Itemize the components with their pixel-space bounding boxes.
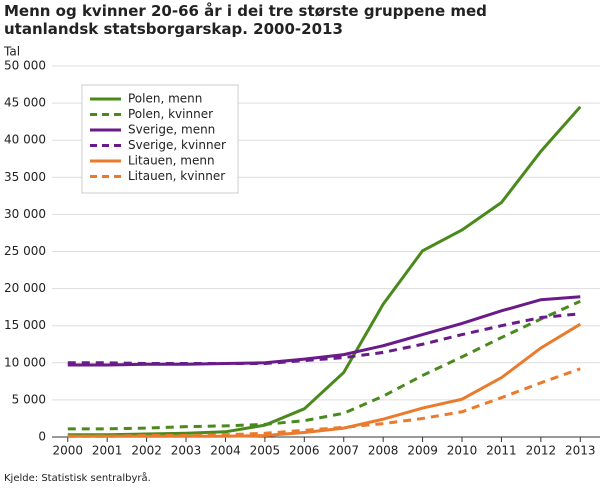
y-tick-label: 0 [38, 430, 46, 444]
x-tick-label: 2008 [368, 444, 399, 458]
chart-title: Menn og kvinner 20-66 år i dei tre størs… [4, 2, 487, 38]
series-line [67, 322, 582, 438]
y-tick-label: 40 000 [4, 133, 46, 147]
x-tick-label: 2002 [131, 444, 162, 458]
series-line [67, 105, 582, 437]
y-tick-label: 25 000 [4, 244, 46, 258]
series-line [67, 299, 581, 431]
x-tick-label: 2003 [171, 444, 202, 458]
y-axis-label: Tal [3, 45, 20, 59]
y-tick-label: 45 000 [4, 96, 46, 110]
y-tick-label: 20 000 [4, 281, 46, 295]
legend-label: Litauen, kvinner [128, 169, 225, 183]
y-tick-label: 50 000 [4, 59, 46, 73]
legend-label: Sverige, menn [128, 123, 215, 137]
x-tick-label: 2005 [250, 444, 281, 458]
legend-label: Litauen, menn [128, 154, 215, 168]
x-tick-label: 2007 [328, 444, 359, 458]
x-tick-label: 2010 [447, 444, 478, 458]
x-tick-label: 2012 [526, 444, 557, 458]
source: Kjelde: Statistisk sentralbyrå. [4, 471, 151, 484]
x-tick-label: 2001 [92, 444, 123, 458]
x-tick-label: 2006 [289, 444, 320, 458]
legend-label: Polen, kvinner [128, 107, 213, 121]
legend-label: Sverige, kvinner [128, 138, 226, 152]
y-tick-label: 15 000 [4, 318, 46, 332]
series-line [67, 295, 581, 367]
x-tick-label: 2000 [52, 444, 83, 458]
x-tick-label: 2011 [486, 444, 517, 458]
series-line [67, 312, 581, 366]
x-tick-label: 2004 [210, 444, 241, 458]
y-tick-label: 30 000 [4, 207, 46, 221]
series-line [67, 367, 581, 438]
legend-label: Polen, menn [128, 92, 202, 106]
y-tick-label: 10 000 [4, 355, 46, 369]
y-tick-label: 5 000 [12, 392, 46, 406]
y-tick-label: 35 000 [4, 170, 46, 184]
x-tick-label: 2013 [565, 444, 596, 458]
x-tick-label: 2009 [407, 444, 438, 458]
